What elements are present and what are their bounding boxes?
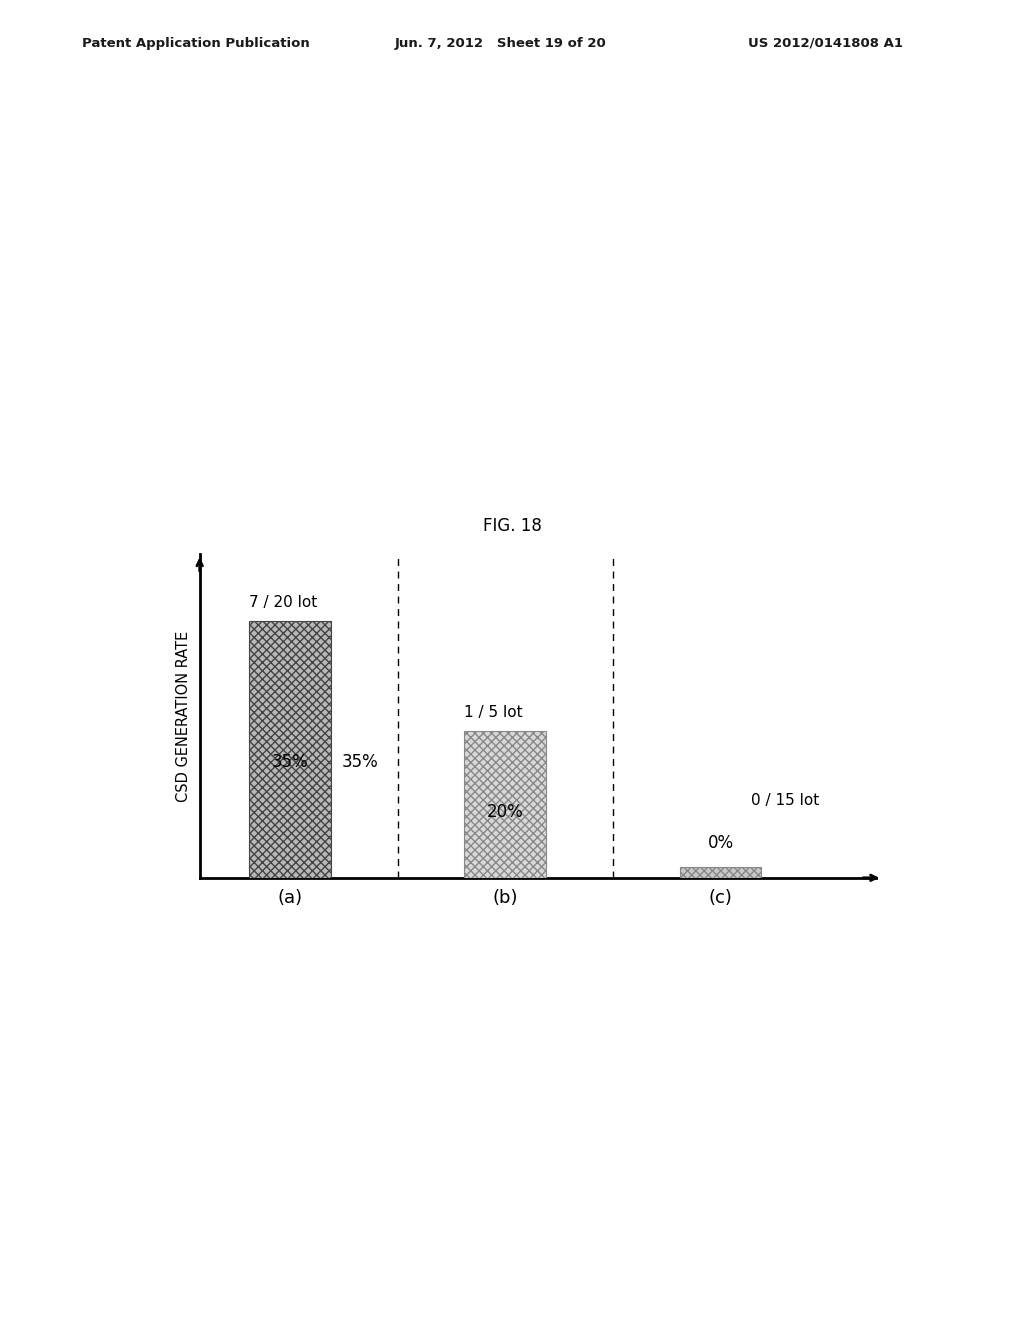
- Text: FIG. 18: FIG. 18: [482, 516, 542, 535]
- Bar: [249, 620, 331, 878]
- Text: Patent Application Publication: Patent Application Publication: [82, 37, 309, 50]
- Bar: [680, 867, 762, 878]
- Text: 35%: 35%: [342, 752, 379, 771]
- Text: US 2012/0141808 A1: US 2012/0141808 A1: [748, 37, 902, 50]
- Text: 35%: 35%: [271, 752, 308, 771]
- Text: 0 / 15 lot: 0 / 15 lot: [751, 793, 819, 808]
- Y-axis label: CSD GENERATION RATE: CSD GENERATION RATE: [176, 631, 191, 801]
- Text: 1 / 5 lot: 1 / 5 lot: [465, 705, 523, 719]
- Text: 7 / 20 lot: 7 / 20 lot: [249, 594, 317, 610]
- Bar: [465, 731, 546, 878]
- Text: 0%: 0%: [708, 834, 733, 853]
- Text: 20%: 20%: [487, 803, 523, 821]
- Text: Jun. 7, 2012   Sheet 19 of 20: Jun. 7, 2012 Sheet 19 of 20: [394, 37, 606, 50]
